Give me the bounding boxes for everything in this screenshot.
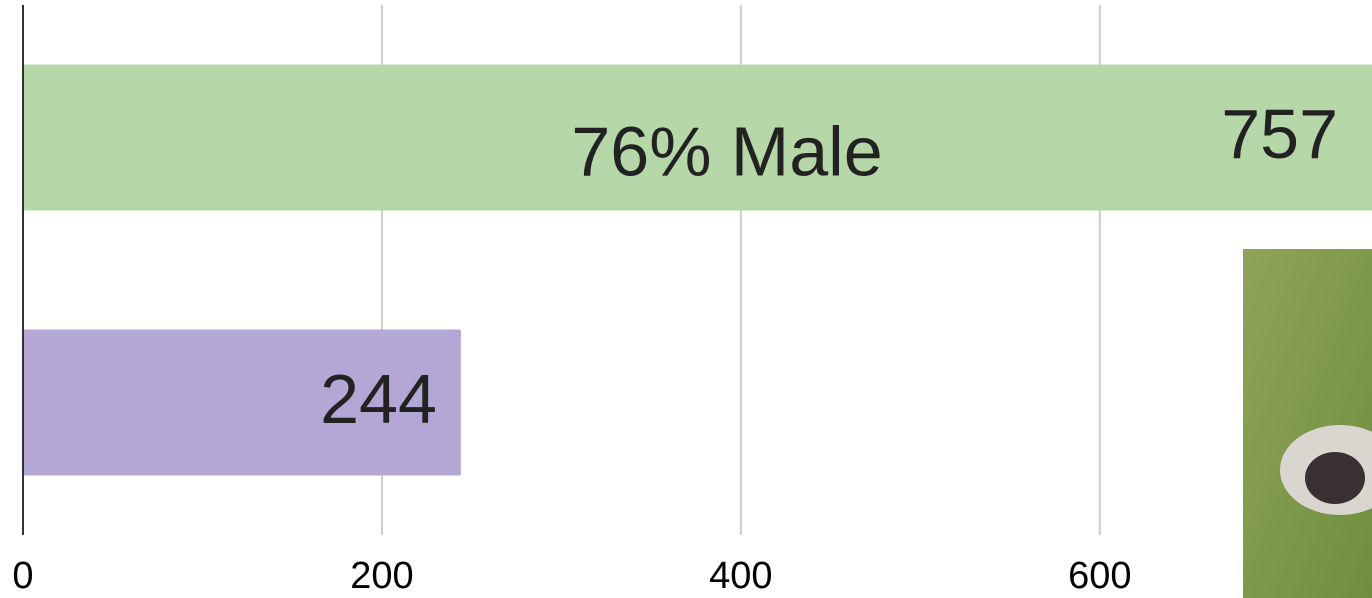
photo-head <box>1305 452 1365 504</box>
photo-background <box>1243 249 1372 598</box>
x-tick-label: 400 <box>709 555 772 597</box>
chart: 76% Male 0 200 400 600 757 244 <box>0 0 1372 598</box>
annotation: 76% Male <box>571 112 882 190</box>
value-label: 244 <box>320 360 437 438</box>
photo <box>1243 249 1372 598</box>
x-tick-label: 0 <box>12 555 33 597</box>
page: 76% Male 0200400600757244 (() => { const… <box>0 0 1372 598</box>
value-label: 757 <box>1221 95 1338 173</box>
x-tick-label: 200 <box>350 555 413 597</box>
x-tick-label: 600 <box>1068 555 1131 597</box>
